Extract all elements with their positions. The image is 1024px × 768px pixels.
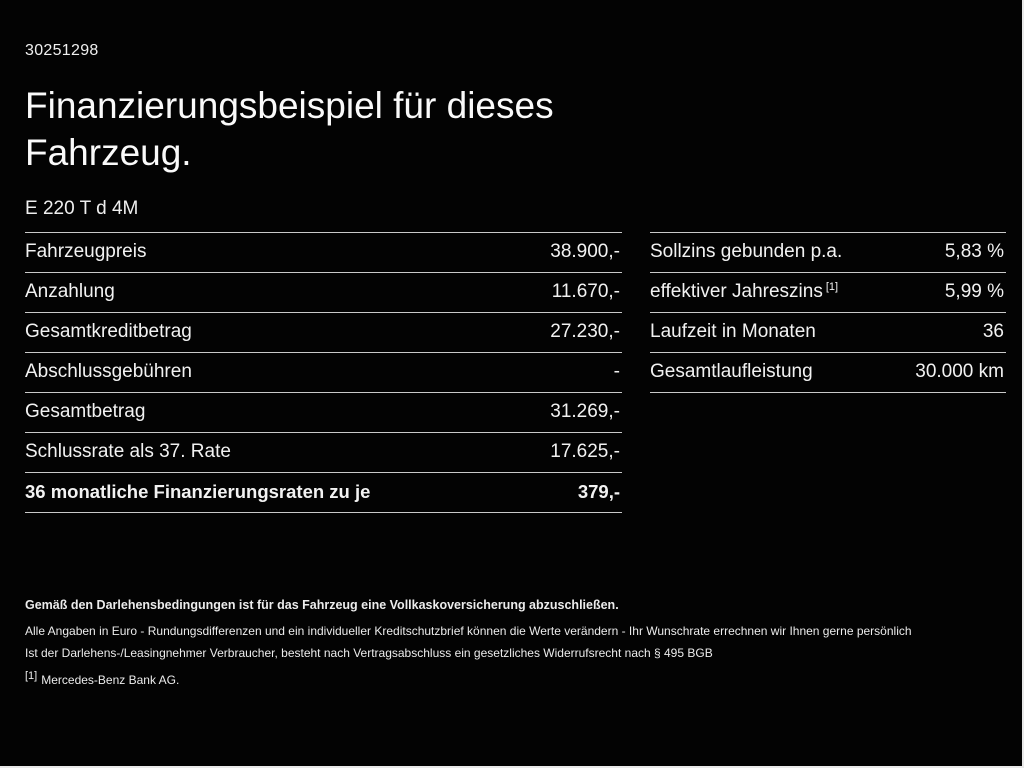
doc-number: 30251298 bbox=[25, 42, 99, 59]
row-value: 30.000 km bbox=[915, 361, 1004, 382]
row-label: Sollzins gebunden p.a. bbox=[650, 241, 843, 262]
row-value: 11.670,- bbox=[551, 281, 620, 302]
disclaimer-footer: Gemäß den Darlehensbedingungen ist für d… bbox=[25, 598, 975, 687]
table-row: Sollzins gebunden p.a. 5,83 % bbox=[650, 232, 1006, 273]
table-row: Laufzeit in Monaten 36 bbox=[650, 313, 1006, 353]
page-content: 30251298 Finanzierungsbeispiel für diese… bbox=[25, 42, 1022, 513]
finance-tables: Fahrzeugpreis 38.900,- Anzahlung 11.670,… bbox=[25, 232, 1022, 513]
row-label: Fahrzeugpreis bbox=[25, 241, 147, 262]
row-value: 27.230,- bbox=[550, 321, 620, 342]
row-value: - bbox=[613, 361, 620, 382]
table-row: Schlussrate als 37. Rate 17.625,- bbox=[25, 433, 622, 473]
row-label: Gesamtlaufleistung bbox=[650, 361, 813, 382]
table-row: Anzahlung 11.670,- bbox=[25, 273, 622, 313]
footnote-marker: [1] bbox=[825, 280, 839, 293]
table-row: Gesamtbetrag 31.269,- bbox=[25, 393, 622, 433]
disclaimer-line: Alle Angaben in Euro - Rundungsdifferenz… bbox=[25, 624, 912, 638]
row-value: 38.900,- bbox=[550, 241, 620, 262]
row-value: 17.625,- bbox=[550, 441, 620, 462]
table-row: Fahrzeugpreis 38.900,- bbox=[25, 232, 622, 273]
row-value: 36 bbox=[982, 321, 1004, 342]
table-row: effektiver Jahreszins [1] 5,99 % bbox=[650, 273, 1006, 313]
row-value: 31.269,- bbox=[550, 401, 620, 422]
finance-table-left: Fahrzeugpreis 38.900,- Anzahlung 11.670,… bbox=[25, 232, 622, 513]
row-label: Gesamtkreditbetrag bbox=[25, 321, 192, 342]
row-label: effektiver Jahreszins [1] bbox=[650, 281, 838, 303]
table-row: Abschlussgebühren - bbox=[25, 353, 622, 393]
row-label: Gesamtbetrag bbox=[25, 401, 146, 422]
footnote-text: Mercedes-Benz Bank AG. bbox=[41, 673, 180, 687]
row-value: 5,99 % bbox=[944, 281, 1004, 302]
row-label: Anzahlung bbox=[25, 281, 115, 302]
row-label: 36 monatliche Finanzierungsraten zu je bbox=[25, 481, 371, 502]
row-label: Abschlussgebühren bbox=[25, 361, 192, 382]
row-label-text: effektiver Jahreszins bbox=[650, 281, 823, 302]
row-value: 5,83 % bbox=[944, 241, 1004, 262]
row-label: Laufzeit in Monaten bbox=[650, 321, 816, 342]
table-row: Gesamtlaufleistung 30.000 km bbox=[650, 353, 1006, 393]
page-title: Finanzierungsbeispiel für dieses Fahrzeu… bbox=[25, 82, 1022, 176]
page-title-line1: Finanzierungsbeispiel für dieses bbox=[25, 85, 554, 126]
row-value: 379,- bbox=[577, 481, 620, 502]
footnote-marker: [1] bbox=[25, 670, 38, 682]
disclaimer-bold: Gemäß den Darlehensbedingungen ist für d… bbox=[25, 598, 619, 612]
page-title-line2: Fahrzeug. bbox=[25, 132, 192, 173]
finance-table-right: Sollzins gebunden p.a. 5,83 % effektiver… bbox=[650, 232, 1006, 393]
vehicle-model: E 220 T d 4M bbox=[25, 198, 139, 219]
footnote: [1] Mercedes-Benz Bank AG. bbox=[25, 670, 975, 688]
row-label: Schlussrate als 37. Rate bbox=[25, 441, 231, 462]
disclaimer-line: Ist der Darlehens-/Leasingnehmer Verbrau… bbox=[25, 646, 713, 660]
table-row: Gesamtkreditbetrag 27.230,- bbox=[25, 313, 622, 353]
table-row-monthly-rate: 36 monatliche Finanzierungsraten zu je 3… bbox=[25, 473, 622, 513]
